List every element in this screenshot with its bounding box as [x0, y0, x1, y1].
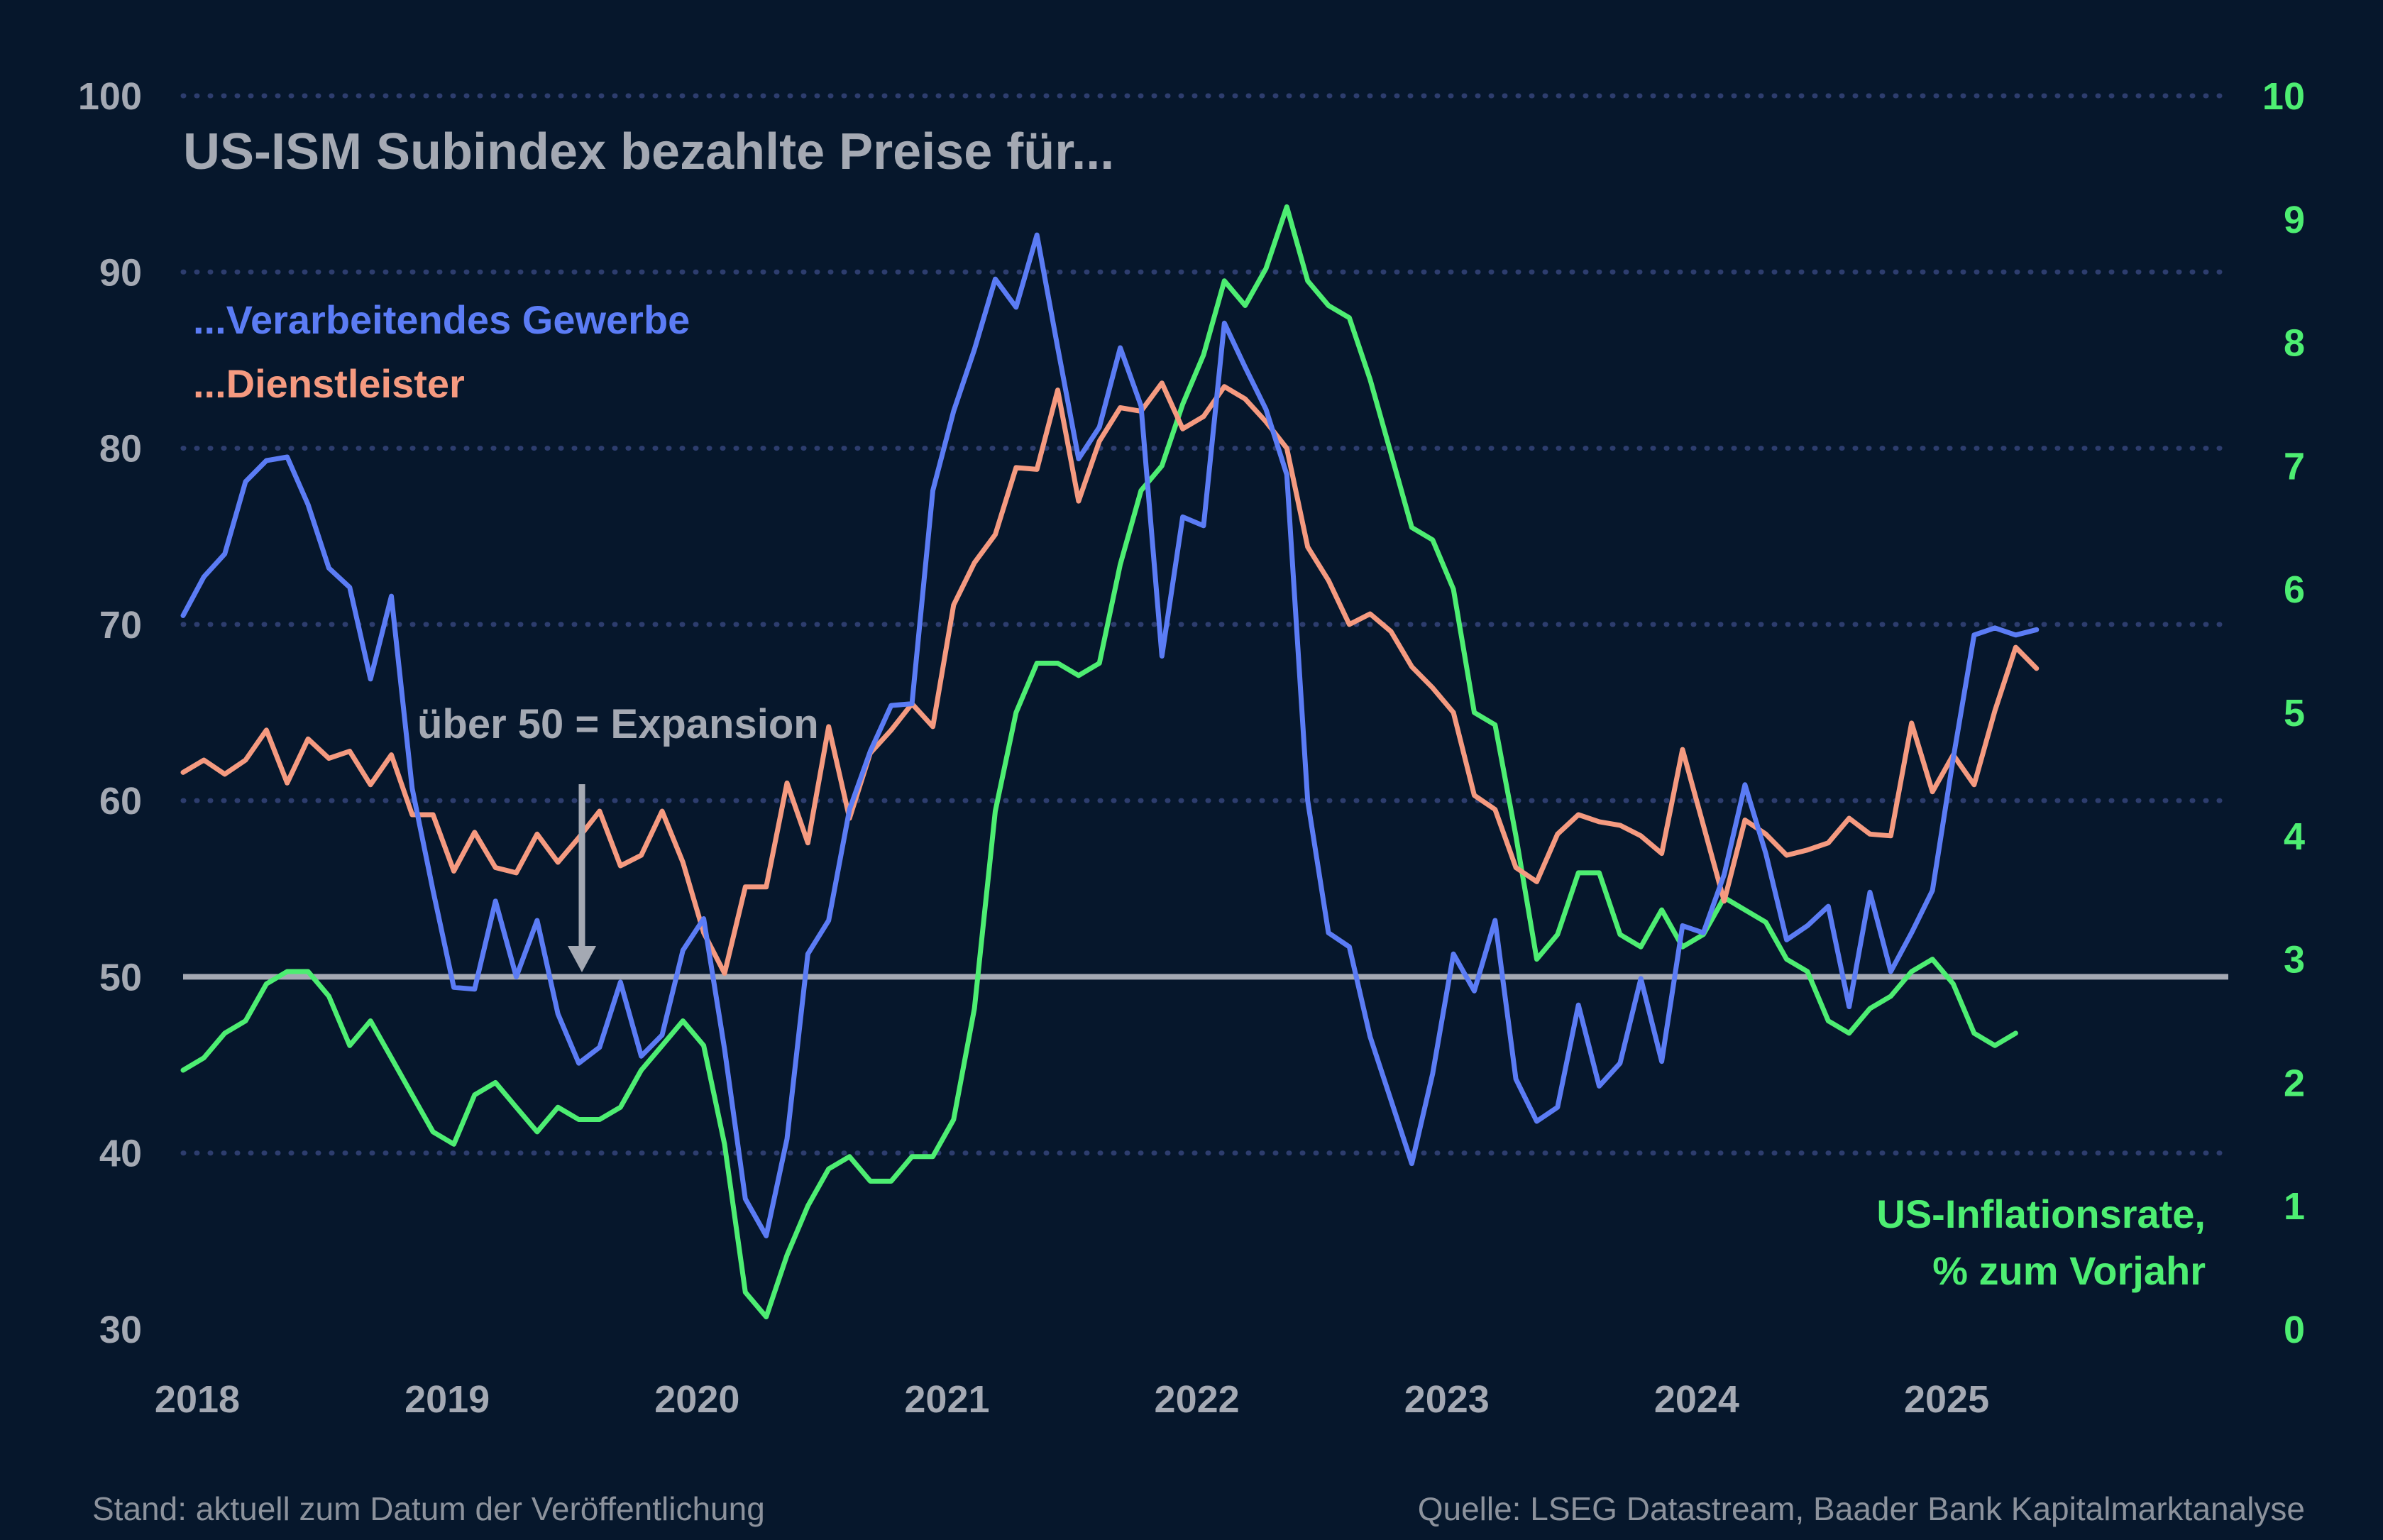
x-tick-label: 2021 [904, 1378, 989, 1421]
legend-inflation-line1: US-Inflationsrate, [1876, 1192, 2206, 1236]
y-right-tick-label: 9 [2284, 199, 2305, 241]
y-right-tick-label: 7 [2284, 445, 2305, 488]
y-left-tick-label: 80 [99, 428, 142, 471]
y-right-tick-label: 0 [2284, 1309, 2305, 1351]
x-tick-label: 2020 [654, 1378, 739, 1421]
series-line-1 [180, 380, 2040, 976]
y-right-tick-label: 5 [2284, 692, 2305, 735]
y-right-tick-label: 2 [2284, 1062, 2305, 1104]
gridlines [180, 93, 2231, 1156]
y-right-tick-label: 10 [2262, 75, 2305, 118]
x-tick-label: 2022 [1155, 1378, 1240, 1421]
y-left-tick-label: 50 [99, 956, 142, 999]
y-left-tick-label: 100 [78, 75, 142, 118]
expansion-annotation: über 50 = Expansion [417, 701, 819, 747]
y-left-tick-label: 90 [99, 251, 142, 294]
y-right-tick-label: 1 [2284, 1185, 2305, 1228]
expansion-arrow [568, 784, 596, 972]
x-axis-ticks: 2018 2019 2020 2021 2022 2023 2024 2025 [155, 1378, 1989, 1421]
y-left-tick-label: 40 [99, 1133, 142, 1175]
x-tick-label: 2018 [155, 1378, 240, 1421]
y-left-tick-label: 60 [99, 780, 142, 823]
legend-inflation-line2: % zum Vorjahr [1932, 1248, 2206, 1293]
series-line-2 [180, 204, 2018, 1320]
y-left-tick-label: 30 [99, 1309, 142, 1351]
footer-source: Quelle: LSEG Datastream, Baader Bank Kap… [1418, 1490, 2305, 1527]
chart-title: US-ISM Subindex bezahlte Preise für... [183, 123, 1114, 180]
y-right-tick-label: 4 [2284, 815, 2305, 858]
series-line-0 [180, 232, 2040, 1238]
y-right-tick-label: 8 [2284, 322, 2305, 365]
right-axis-ticks: 0 1 2 3 4 5 6 7 8 9 10 [2262, 75, 2305, 1351]
x-tick-label: 2019 [404, 1378, 490, 1421]
x-tick-label: 2025 [1904, 1378, 1989, 1421]
y-left-tick-label: 70 [99, 604, 142, 647]
footer-stand: Stand: aktuell zum Datum der Veröffentli… [92, 1490, 765, 1527]
x-tick-label: 2024 [1654, 1378, 1739, 1421]
x-tick-label: 2023 [1404, 1378, 1490, 1421]
legend-manufacturing: ...Verarbeitendes Gewerbe [193, 297, 690, 342]
legend-services: ...Dienstleister [193, 361, 465, 406]
left-axis-ticks: 30 40 50 60 70 80 90 100 [78, 75, 142, 1351]
y-right-tick-label: 3 [2284, 939, 2305, 981]
y-right-tick-label: 6 [2284, 568, 2305, 611]
series-layer [180, 204, 2040, 1320]
